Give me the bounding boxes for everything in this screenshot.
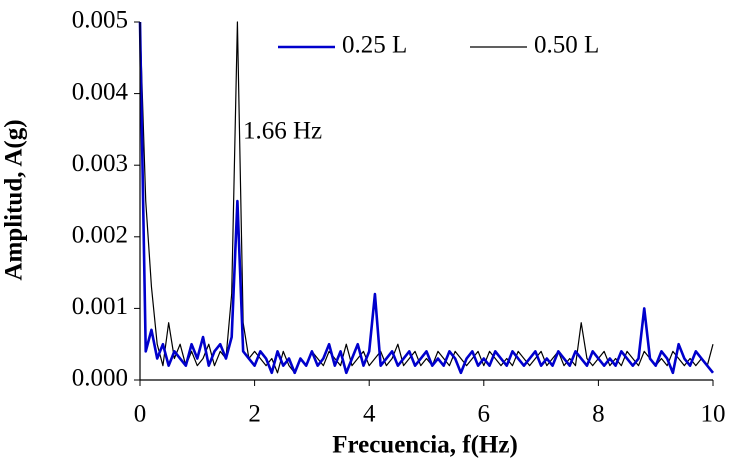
series-line <box>139 21 714 374</box>
y-tick-label: 0.005 <box>72 7 128 34</box>
y-tick-label: 0.003 <box>72 150 128 177</box>
legend-label: 0.50 L <box>534 32 599 59</box>
x-tick-label: 6 <box>478 401 491 428</box>
x-tick-label: 2 <box>248 401 261 428</box>
y-tick-label: 0.004 <box>72 78 129 105</box>
y-axis-title: Amplitud, A(g) <box>1 119 28 280</box>
y-tick-label: 0.002 <box>72 222 128 249</box>
y-tick-label: 0.000 <box>72 365 128 392</box>
x-tick-label: 4 <box>363 401 376 428</box>
x-tick-label: 10 <box>701 401 726 428</box>
annotation: 1.66 Hz <box>243 118 322 145</box>
x-tick-label: 8 <box>592 401 605 428</box>
y-tick-label: 0.001 <box>72 293 128 320</box>
legend-label: 0.25 L <box>342 32 407 59</box>
x-tick-label: 0 <box>134 401 147 428</box>
x-axis-title: Frecuencia, f(Hz) <box>332 432 518 459</box>
series-line <box>138 21 715 375</box>
